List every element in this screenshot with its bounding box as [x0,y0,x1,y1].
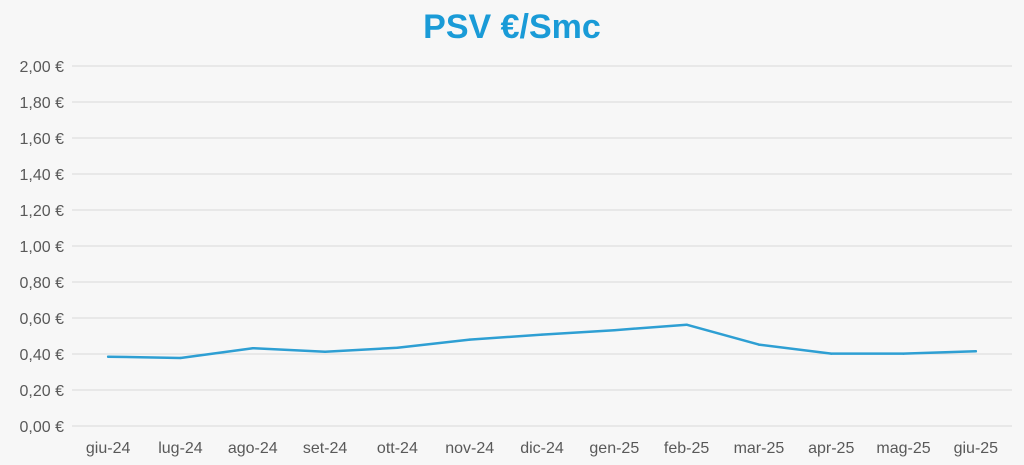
y-tick-label: 1,60 € [20,131,65,148]
data-point [179,356,182,360]
x-tick-label: dic-24 [520,440,564,457]
data-point [396,346,399,349]
x-tick-label: gen-25 [589,440,639,457]
x-tick-label: mag-25 [876,440,930,457]
series-line [106,323,978,360]
x-tick-label: apr-25 [808,440,854,457]
x-tick-label: ago-24 [228,440,278,457]
y-tick-label: 0,20 € [20,383,65,400]
x-tick-label: giu-25 [954,440,999,457]
data-point [613,329,616,332]
data-point [540,333,544,336]
data-point [685,323,688,326]
y-tick-label: 2,00 € [20,59,65,76]
y-tick-label: 1,20 € [20,203,65,220]
x-tick-label: giu-24 [86,440,131,457]
y-tick-label: 0,40 € [20,347,65,364]
data-point [251,347,254,350]
y-tick-label: 0,60 € [20,311,65,328]
y-tick-label: 1,00 € [20,239,65,256]
data-point [468,338,471,341]
y-tick-label: 0,80 € [20,275,65,292]
data-point [323,350,327,354]
data-point [902,352,905,355]
chart-title: PSV €/Smc [423,8,601,46]
x-tick-label: nov-24 [445,440,494,457]
x-tick-label: mar-25 [734,440,785,457]
data-point [757,343,761,346]
x-tick-label: feb-25 [664,440,709,457]
x-tick-label: lug-24 [158,440,203,457]
y-tick-label: 0,00 € [20,419,65,436]
y-tick-label: 1,80 € [20,95,65,112]
data-point [106,355,110,358]
data-point [974,350,978,353]
x-tick-label: set-24 [303,440,348,457]
y-tick-label: 1,40 € [20,167,65,184]
data-point [830,352,833,355]
x-tick-label: ott-24 [377,440,418,457]
